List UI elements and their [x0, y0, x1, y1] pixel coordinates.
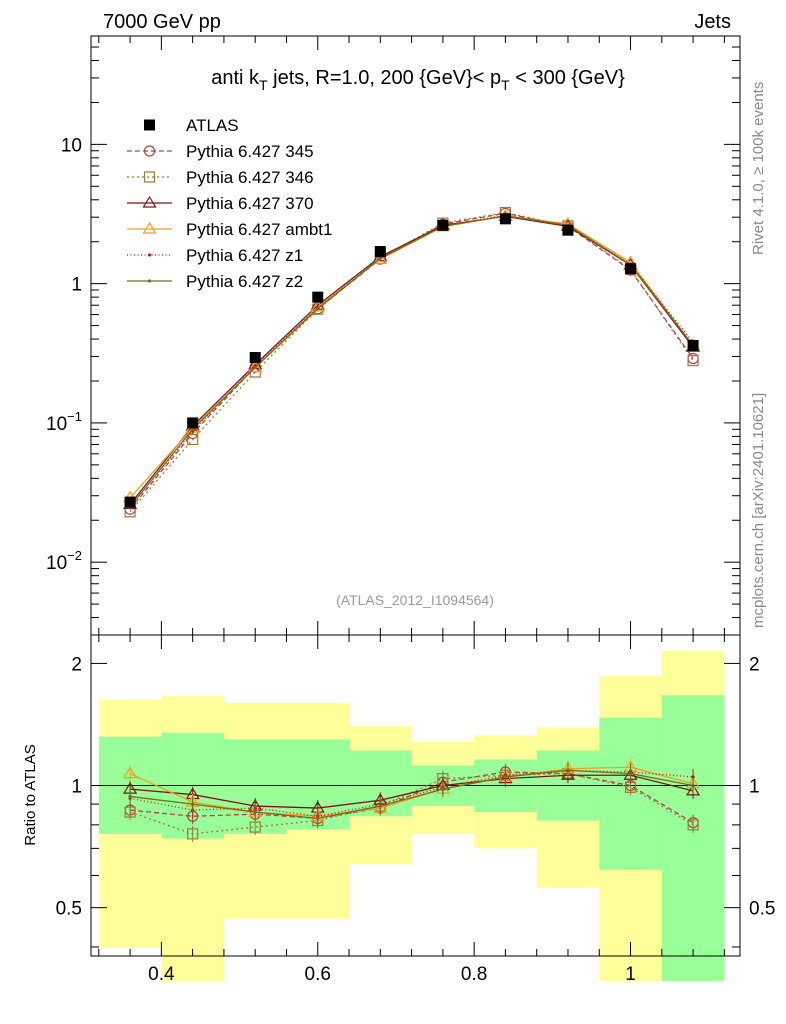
marker-dot	[253, 810, 257, 814]
main-series-line	[129, 211, 694, 513]
marker-dot	[147, 279, 152, 283]
tick-base: 10	[46, 553, 67, 574]
marker-square	[187, 828, 199, 840]
marker-triangle	[560, 768, 576, 780]
legend-label: Pythia 6.427 z1	[186, 246, 303, 265]
tick-exponent: −1	[67, 409, 82, 424]
marker-triangle	[142, 195, 157, 208]
main-y-tick-label: 1	[71, 275, 82, 296]
legend: ATLAS Pythia 6.427 345 Pythia 6.427 346 Pyt…	[127, 116, 332, 291]
marker-dot	[147, 253, 152, 257]
tick-exponent: −2	[67, 548, 82, 563]
ratio-y-tick-label-right: 2	[749, 654, 760, 675]
main-y-tick-label: 10−1	[46, 409, 82, 435]
analysis-watermark: (ATLAS_2012_I1094564)	[336, 592, 494, 608]
tick-base: 10	[46, 414, 67, 435]
ratio-series-line	[129, 769, 694, 817]
marker-square	[687, 355, 699, 367]
marker-dot	[628, 772, 633, 776]
main-y-tick-label: 10−2	[46, 548, 82, 574]
marker-triangle	[142, 221, 157, 234]
title-part-post: < 300 {GeV}	[510, 67, 625, 89]
ratio-axes: 2 2 1 1 0.5 0.5	[56, 654, 775, 948]
x-tick-label: 0.6	[305, 964, 331, 985]
ratio-series-line	[129, 766, 694, 817]
marker-dot	[566, 768, 570, 772]
marker-dot	[441, 787, 445, 791]
marker-dot	[691, 783, 695, 788]
ratio-series-line	[130, 774, 694, 809]
marker-data-point	[562, 224, 574, 236]
marker-square	[687, 819, 699, 831]
side-label-rivet: Rivet 4.1.0, ≥ 100k events	[750, 82, 767, 255]
legend-label: Pythia 6.427 ambt1	[186, 220, 332, 239]
marker-circle	[143, 145, 156, 157]
ratio-curves	[123, 759, 701, 842]
ratio-y-tick-label-left: 0.5	[56, 899, 82, 920]
marker-dot	[316, 307, 320, 311]
x-tick-label: 0.4	[148, 964, 175, 985]
marker-dot	[378, 804, 382, 808]
marker-dot	[191, 802, 195, 806]
marker-dot	[503, 775, 508, 779]
marker-dot	[316, 816, 320, 820]
main-curves	[123, 206, 701, 518]
legend-label: Pythia 6.427 346	[186, 168, 314, 187]
marker-dot	[191, 427, 195, 431]
ratio-y-tick-label-right: 1	[749, 777, 760, 798]
marker-data-point	[437, 219, 449, 231]
ratio-panel-frame	[90, 634, 741, 957]
ratio-series-line	[130, 769, 694, 820]
marker-triangle	[686, 783, 701, 796]
marker-dot	[378, 256, 382, 260]
process-label: Jets	[694, 11, 731, 33]
main-y-tick-label: 10	[61, 135, 82, 156]
marker-data-point	[687, 339, 699, 351]
marker-dot	[691, 775, 695, 779]
x-tick-label: 1	[625, 964, 636, 985]
legend-label: Pythia 6.427 370	[186, 194, 314, 213]
ratio-y-tick-label-left: 1	[71, 777, 82, 798]
marker-triangle	[248, 360, 263, 373]
marker-data-point	[374, 246, 386, 258]
title-sub-2: T	[501, 77, 510, 93]
main-series-line	[129, 215, 694, 508]
side-label-mcplots: mcplots.cern.ch [arXiv:2401.10621]	[750, 393, 767, 628]
marker-data-point	[499, 213, 511, 225]
ratio-y-tick-label-left: 2	[71, 654, 82, 675]
marker-square	[249, 821, 261, 833]
main-series-line	[129, 212, 694, 510]
marker-data-point	[625, 263, 637, 275]
marker-square	[187, 433, 199, 446]
ratio-y-tick-label-right: 0.5	[749, 899, 775, 920]
legend-label: Pythia 6.427 345	[186, 142, 314, 161]
title-sub-1: T	[259, 77, 268, 93]
legend-label: Pythia 6.427 z2	[186, 272, 303, 291]
marker-data-point	[249, 351, 261, 363]
marker-dot	[128, 794, 132, 799]
marker-data-point	[312, 291, 324, 303]
legend-label: ATLAS	[186, 116, 239, 135]
x-tick-label: 0.8	[461, 964, 487, 985]
ratio-band-inner	[661, 695, 725, 981]
title-part-pre: anti k	[211, 67, 260, 89]
title-part-mid: jets, R=1.0, 200 {GeV}< p	[268, 67, 502, 89]
plot-title: anti kT jets, R=1.0, 200 {GeV}< pT < 300…	[211, 67, 625, 93]
tick-base: 10	[61, 135, 82, 156]
tick-base: 1	[71, 275, 82, 296]
marker-triangle	[123, 766, 138, 779]
collision-label: 7000 GeV pp	[103, 11, 221, 33]
marker-square	[143, 171, 156, 183]
marker-data-point	[187, 417, 199, 429]
marker-triangle	[373, 251, 388, 264]
marker-data-point	[124, 496, 136, 508]
ratio-axis-label: Ratio to ATLAS	[22, 744, 39, 845]
marker-dot	[253, 365, 257, 370]
marker-square	[124, 806, 136, 818]
marker-data-point	[144, 119, 155, 131]
